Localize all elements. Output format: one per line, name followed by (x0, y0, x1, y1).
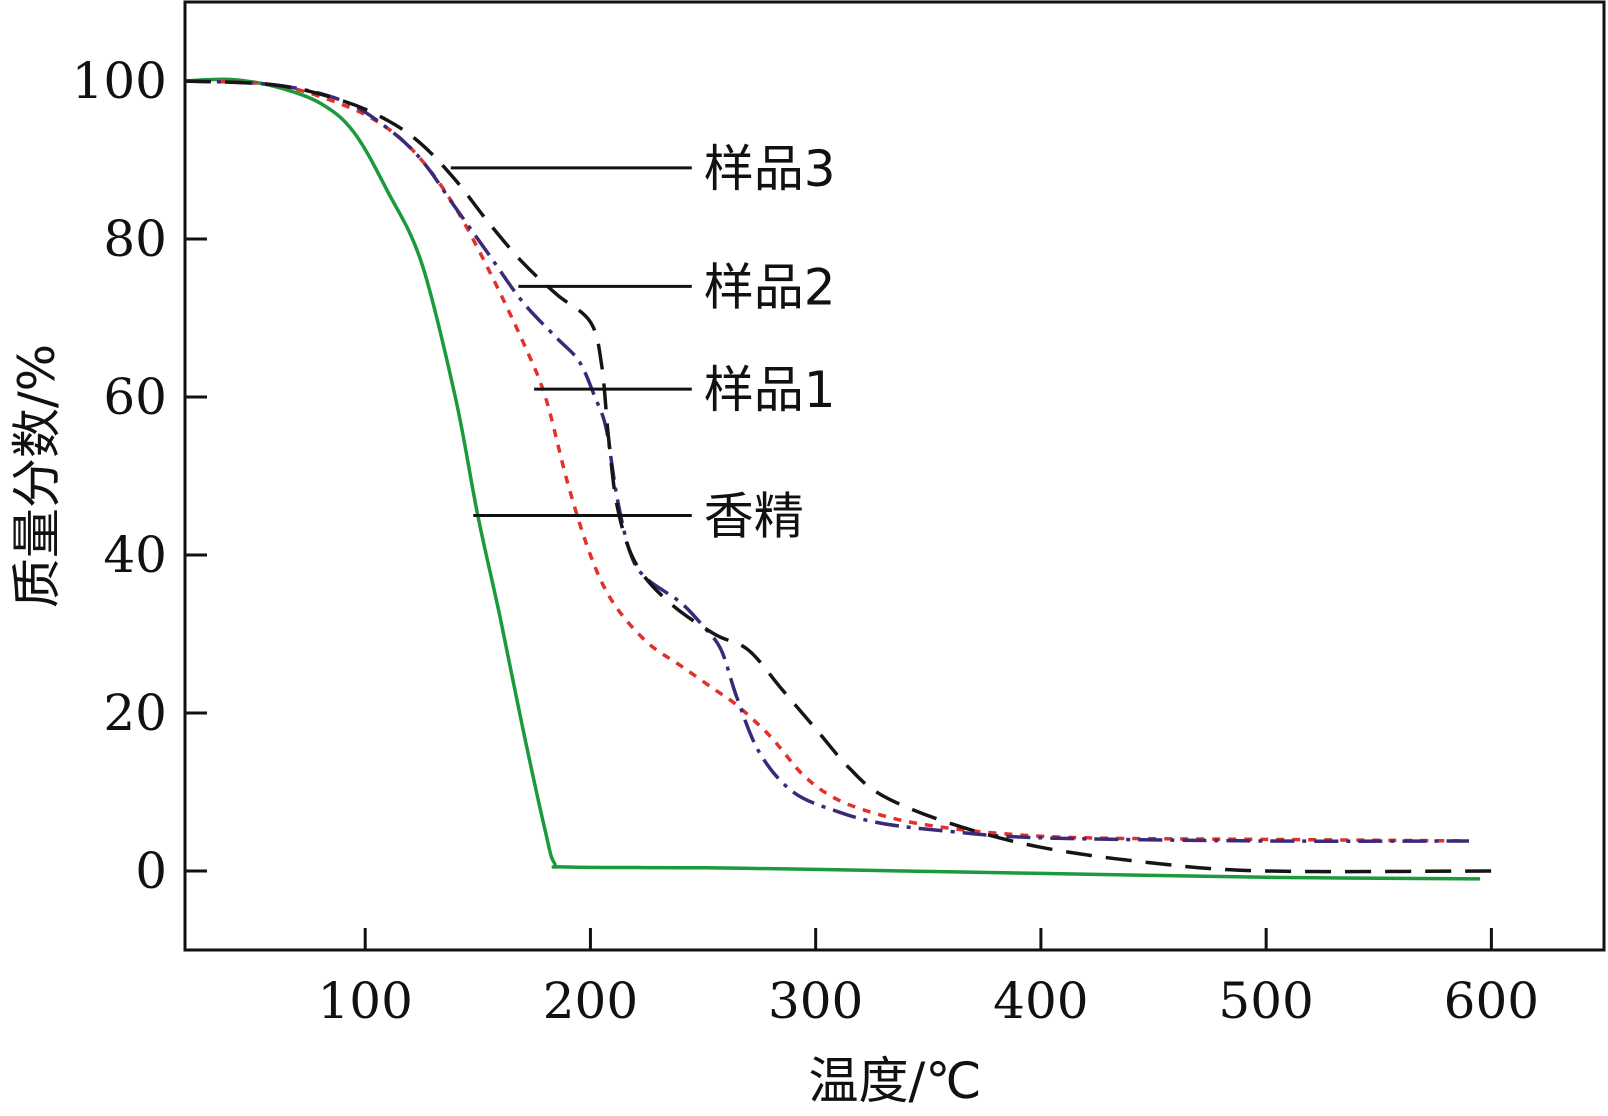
x-tick-label: 300 (768, 972, 863, 1030)
y-tick-label: 20 (103, 684, 167, 742)
y-axis: 0 20 40 60 80 100 (72, 52, 207, 900)
callout-label: 样品2 (704, 258, 836, 316)
series-line-2 (184, 79, 1469, 843)
series-line-4 (184, 79, 1492, 874)
y-tick-label: 60 (103, 368, 167, 426)
callout-label: 样品1 (704, 361, 836, 419)
x-tick-label: 500 (1218, 972, 1313, 1030)
x-axis-title: 温度/℃ (809, 1052, 982, 1110)
y-tick-label: 40 (103, 526, 167, 584)
y-tick-label: 80 (103, 210, 167, 268)
series-line-3 (184, 79, 1469, 843)
series-line-1 (184, 77, 1481, 881)
x-tick-label: 200 (543, 972, 638, 1030)
plot-frame (183, 0, 1606, 952)
y-tick-label: 100 (72, 52, 167, 110)
x-axis: 100 200 300 400 500 600 (317, 928, 1539, 1030)
y-tick-label: 0 (135, 842, 167, 900)
annotation-layer: 样品3 样品2 样品1 香精 (450, 140, 836, 546)
callout-label: 香精 (704, 488, 804, 546)
callout-label: 样品3 (704, 140, 836, 198)
x-tick-label: 400 (993, 972, 1088, 1030)
series-layer (184, 77, 1492, 881)
x-tick-label: 100 (317, 972, 412, 1030)
y-axis-title: 质量分数/% (8, 344, 66, 608)
x-tick-label: 600 (1444, 972, 1539, 1030)
